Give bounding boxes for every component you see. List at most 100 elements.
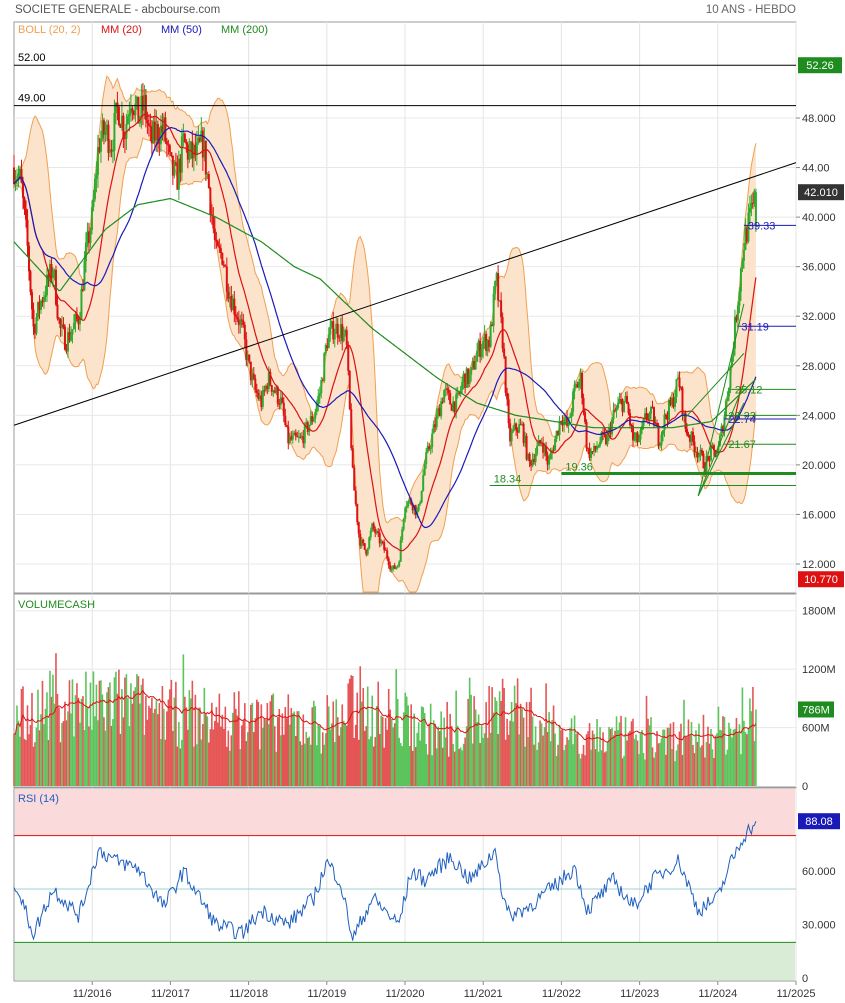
candle-body <box>368 537 371 549</box>
volume-bar <box>336 717 339 786</box>
candle-body <box>629 413 632 425</box>
candle-body <box>281 397 284 403</box>
candle-body <box>500 300 503 318</box>
candle-body <box>141 95 144 111</box>
candle-body <box>422 475 425 491</box>
volume-bar <box>438 730 441 786</box>
volume-bar <box>738 724 741 786</box>
volume-bar <box>351 675 354 786</box>
candle-body <box>555 430 558 439</box>
candle-body <box>630 424 633 426</box>
volume-bar <box>98 680 101 786</box>
volume-bar <box>233 692 236 786</box>
volume-bar <box>525 702 528 786</box>
candle-body <box>721 426 724 432</box>
candle-body <box>736 305 739 321</box>
candle-body <box>636 432 639 442</box>
candle-body <box>146 119 149 124</box>
candle-body <box>341 324 344 342</box>
volume-bar <box>290 708 293 786</box>
candle-body <box>744 227 747 250</box>
volume-bar <box>238 691 240 786</box>
volume-bar <box>678 731 681 786</box>
candle-body <box>492 293 495 326</box>
candle-body <box>230 296 233 311</box>
volume-bar <box>124 677 126 786</box>
volume-bar <box>43 724 45 786</box>
candle-body <box>326 345 329 349</box>
candle-body <box>62 324 65 327</box>
candle-body <box>638 439 641 442</box>
candle-body <box>164 117 167 142</box>
candle-body <box>152 121 155 143</box>
candle-body <box>140 95 143 118</box>
volume-bar <box>392 727 395 786</box>
volume-bar <box>393 723 396 786</box>
candle-body <box>419 502 422 505</box>
candle-body <box>171 155 174 176</box>
candle-body <box>642 418 645 427</box>
candle-body <box>81 289 84 291</box>
volume-bar <box>489 732 492 786</box>
candle-body <box>257 393 260 399</box>
candle-body <box>570 411 573 418</box>
volume-bar <box>470 694 472 786</box>
volume-bar <box>398 737 401 786</box>
volume-bar <box>173 697 176 786</box>
volume-bar <box>749 698 751 786</box>
volume-bar <box>537 742 540 786</box>
candle-body <box>21 182 24 198</box>
candle-body <box>339 324 342 339</box>
candle-body <box>126 116 129 124</box>
candle-body <box>134 103 137 116</box>
volume-bar <box>608 727 610 786</box>
volume-bar <box>347 683 350 786</box>
mm200-line <box>13 197 757 429</box>
time-tick-label: 11/2018 <box>229 988 268 1000</box>
volume-bar <box>567 739 570 786</box>
candle-body <box>302 435 305 444</box>
volume-bar <box>109 682 111 786</box>
candle-body <box>147 123 150 126</box>
volume-bar <box>449 713 451 786</box>
volume-bar <box>64 701 66 786</box>
volume-bar <box>614 730 616 786</box>
resistance-label: 49.00 <box>18 93 46 105</box>
candle-body <box>560 421 563 423</box>
volume-bar <box>383 747 386 786</box>
candle-body <box>198 137 201 142</box>
candle-body <box>676 377 679 380</box>
volume-bar <box>522 717 525 786</box>
candle-body <box>225 266 228 292</box>
candle-body <box>269 371 272 386</box>
volume-bar <box>139 703 141 786</box>
time-tick-label: 11/2020 <box>386 988 425 1000</box>
volume-bar <box>417 722 420 786</box>
candle-body <box>474 361 477 370</box>
candle-body <box>285 424 288 427</box>
candle-body <box>197 137 200 143</box>
volume-bar <box>308 736 311 786</box>
candle-body <box>753 190 756 204</box>
candle-body <box>485 333 488 352</box>
volume-bar <box>450 726 453 786</box>
volume-bar <box>477 714 480 786</box>
price-tick-label: 32.000 <box>802 311 836 323</box>
volume-bar <box>588 723 591 786</box>
volume-bar <box>518 734 520 786</box>
volume-bar <box>600 750 603 786</box>
candle-body <box>287 426 290 444</box>
target-label: 19.36 <box>565 462 593 474</box>
candle-body <box>715 454 718 457</box>
volume-bar <box>521 708 523 786</box>
candle-body <box>246 354 249 361</box>
volume-bar <box>675 750 678 786</box>
volume-bar <box>695 730 697 786</box>
candle-body <box>113 112 116 151</box>
candle-body <box>708 456 711 461</box>
volume-bar <box>558 724 561 786</box>
candle-body <box>48 264 51 280</box>
candle-body <box>353 467 356 491</box>
candle-body <box>512 429 515 432</box>
volume-bar <box>488 685 490 786</box>
